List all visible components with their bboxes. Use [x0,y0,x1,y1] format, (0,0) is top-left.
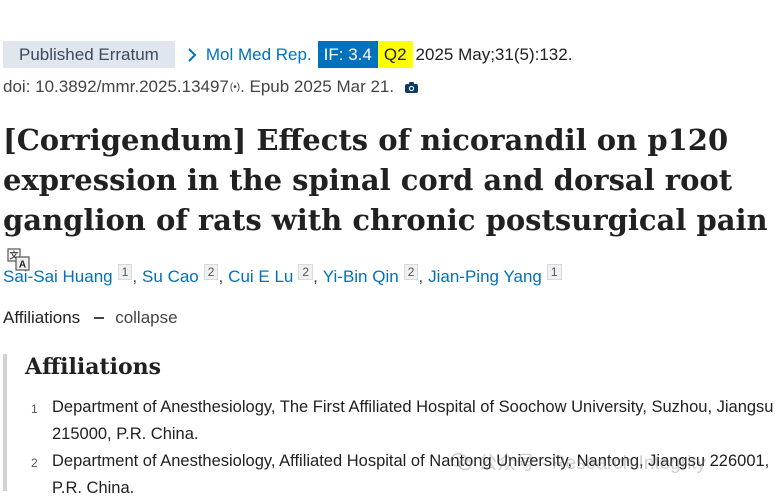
minus-icon [94,317,105,319]
svg-text:文: 文 [8,250,19,262]
affiliations-label: Affiliations [3,308,81,327]
svg-text:A: A [19,260,26,271]
doi-text[interactable]: doi: 10.3892/mmr.2025.13497 [3,77,229,96]
article-title: [Corrigendum] Effects of nicorandil on p… [3,120,778,280]
collapse-label[interactable]: collapse [115,308,178,327]
wechat-icon [450,452,472,470]
affiliation-ref[interactable]: 1 [117,264,133,280]
citation-text: 2025 May;31(5):132. [415,44,573,64]
doi-line: doi: 10.3892/mmr.2025.13497 (•) . Epub 2… [3,74,419,100]
author[interactable]: Cui E Lu 2, [228,264,323,287]
affiliations-toggle: Affiliations collapse [3,308,178,328]
affiliation-ref[interactable]: 1 [546,264,562,280]
author-link[interactable]: Cui E Lu [228,267,294,286]
citation-line: Published Erratum Mol Med Rep. IF: 3.4 Q… [3,41,572,68]
author-separator: , [218,267,224,286]
author-list: Sai-Sai Huang 1, Su Cao 2, Cui E Lu 2, Yi-B… [3,264,562,287]
quartile-badge: Q2 [377,41,413,68]
affiliation-ref[interactable]: 2 [403,264,419,280]
affiliation-item: 1 Department of Anesthesiology, The Firs… [31,394,784,448]
affiliation-number: 1 [31,402,38,416]
affiliation-text: Department of Anesthesiology, The First … [52,398,774,443]
translate-icon[interactable]: 文 A [7,248,30,271]
journal-name[interactable]: Mol Med Rep. [205,44,312,64]
author[interactable]: Sai-Sai Huang 1, [3,264,142,287]
watermark-text: 公众号 · Research Integrity [478,453,707,474]
author-link[interactable]: Yi-Bin Qin [322,267,399,286]
collapse-button[interactable]: collapse [94,308,178,328]
affiliation-number: 2 [31,456,38,470]
epub-date: . Epub 2025 Mar 21. [240,77,395,96]
author-separator: , [132,267,138,286]
affiliation-ref[interactable]: 2 [203,264,219,280]
author-separator: , [418,267,424,286]
author-link[interactable]: Su Cao [142,267,199,286]
watermark: 公众号 · Research Integrity [450,448,706,475]
affiliations-panel: Affiliations 1 Department of Anesthesiol… [3,354,784,497]
author[interactable]: Yi-Bin Qin 2, [323,264,428,287]
camera-icon[interactable] [404,81,419,94]
article-title-text: [Corrigendum] Effects of nicorandil on p… [3,123,768,237]
impact-factor-badge: IF: 3.4 [317,41,378,68]
affiliation-ref[interactable]: 2 [298,264,314,280]
author-link[interactable]: Jian-Ping Yang [428,267,542,286]
journal-link[interactable]: Mol Med Rep. [186,45,312,65]
broadcast-icon: (•) [229,81,241,93]
author-link[interactable]: Sai-Sai Huang [3,267,113,286]
author-separator: , [313,267,318,286]
author[interactable]: Su Cao 2, [142,264,228,287]
published-erratum-badge[interactable]: Published Erratum [3,41,175,68]
affiliations-heading: Affiliations [25,354,162,380]
chevron-right-icon [188,47,197,62]
author[interactable]: Jian-Ping Yang 1 [428,264,562,287]
